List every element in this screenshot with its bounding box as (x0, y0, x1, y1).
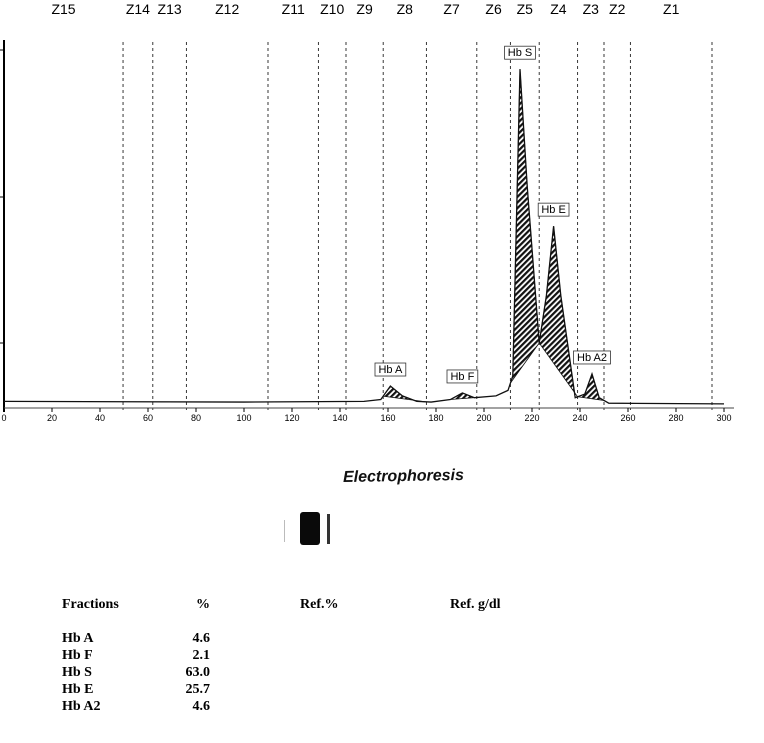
x-tick-label: 220 (524, 413, 539, 423)
zone-label: Z6 (485, 1, 502, 17)
peak-label: Hb S (508, 47, 532, 59)
x-tick-label: 0 (1, 413, 6, 423)
x-tick-label: 120 (284, 413, 299, 423)
x-tick-label: 240 (572, 413, 587, 423)
zone-label: Z9 (356, 1, 373, 17)
density-curve (3, 69, 725, 405)
peak-label: Hb F (450, 371, 474, 383)
header-percent: % (196, 597, 210, 612)
peak-label-box (537, 202, 570, 217)
zone-label: Z3 (583, 1, 600, 17)
x-tick-label: 20 (47, 413, 57, 423)
zone-label: Z14 (126, 1, 150, 17)
gel-faint-band (284, 520, 285, 542)
zone-label: Z15 (51, 1, 75, 17)
zone-label: Z2 (609, 1, 626, 17)
table-row: Hb F 2.1 (62, 648, 210, 663)
zone-label: Z13 (158, 1, 182, 17)
x-tick-label: 140 (332, 413, 347, 423)
header-fractions: Fractions (62, 597, 119, 612)
electrophoresis-title: Electrophoresis (342, 466, 465, 487)
peak-label: Hb E (541, 204, 565, 216)
gel-band (300, 512, 320, 545)
x-tick-label: 100 (236, 413, 251, 423)
x-tick-label: 300 (716, 413, 731, 423)
header-ref-percent: Ref.% (300, 597, 339, 612)
zone-label: Z5 (517, 1, 534, 17)
zone-label: Z12 (215, 1, 239, 17)
peak-area (382, 385, 427, 403)
densitometry-chart: Z15 Z14 Z13 Z12 Z11 Z10 Z9 Z8 Z7 Z6 Z5 Z4 Z3 Z2 Z1 0 20… (0, 1, 734, 423)
x-tick-label: 180 (428, 413, 443, 423)
peak-label-box (446, 369, 479, 384)
peak-label-box (374, 362, 407, 377)
table-row: Hb S 63.0 (62, 665, 210, 680)
table-header: Fractions % Ref.% Ref. g/dl (62, 596, 501, 613)
table-row: Hb E 25.7 (62, 682, 210, 697)
zone-label: Z7 (443, 1, 460, 17)
zone-label: Z4 (550, 1, 567, 17)
zone-label: Z11 (282, 1, 305, 17)
fractions-table: Fractions % Ref.% Ref. g/dl Hb A 4.6 Hb F… (62, 596, 501, 715)
peak-label: Hb A (378, 364, 403, 376)
x-tick-label: 60 (143, 413, 153, 423)
table-row: Hb A2 4.6 (62, 699, 210, 714)
peak-label-box (504, 45, 536, 60)
zone-label: Z10 (320, 1, 344, 17)
x-tick-label: 280 (668, 413, 683, 423)
zone-label: Z8 (397, 1, 414, 17)
peak-area (510, 69, 540, 384)
table-row: Hb A 4.6 (62, 631, 210, 646)
x-tick-label: 160 (380, 413, 395, 423)
peak-label: Hb A2 (577, 352, 607, 364)
x-tick-label: 260 (620, 413, 635, 423)
x-tick-label: 40 (95, 413, 105, 423)
x-tick-label: 200 (476, 413, 491, 423)
header-ref-gdl: Ref. g/dl (450, 597, 501, 612)
x-tick-label: 80 (191, 413, 201, 423)
zone-label: Z1 (663, 1, 680, 17)
gel-thin-band (327, 514, 330, 544)
peak-label-box (573, 350, 611, 365)
